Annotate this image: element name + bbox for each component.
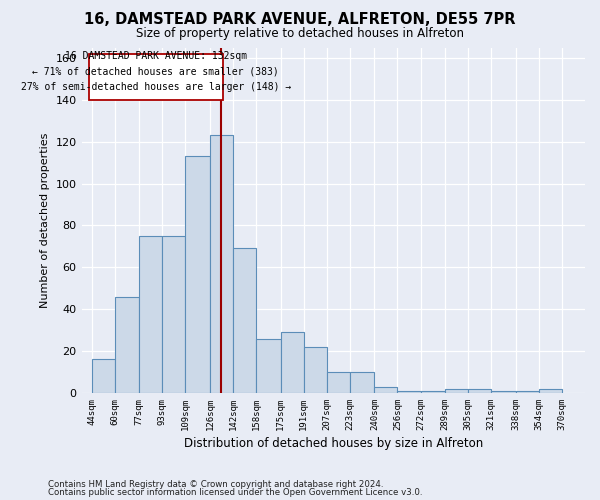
Text: ← 71% of detached houses are smaller (383): ← 71% of detached houses are smaller (38… bbox=[32, 67, 279, 77]
Y-axis label: Number of detached properties: Number of detached properties bbox=[40, 132, 50, 308]
Bar bbox=[92, 360, 115, 393]
X-axis label: Distribution of detached houses by size in Alfreton: Distribution of detached houses by size … bbox=[184, 437, 483, 450]
Bar bbox=[304, 347, 327, 393]
Text: 16 DAMSTEAD PARK AVENUE: 132sqm: 16 DAMSTEAD PARK AVENUE: 132sqm bbox=[65, 52, 247, 62]
Bar bbox=[491, 391, 516, 393]
Bar bbox=[139, 236, 162, 393]
Bar bbox=[281, 332, 304, 393]
Bar bbox=[256, 338, 281, 393]
FancyBboxPatch shape bbox=[89, 54, 223, 100]
Text: Size of property relative to detached houses in Alfreton: Size of property relative to detached ho… bbox=[136, 28, 464, 40]
Bar bbox=[539, 389, 562, 393]
Bar bbox=[185, 156, 210, 393]
Text: Contains public sector information licensed under the Open Government Licence v3: Contains public sector information licen… bbox=[48, 488, 422, 497]
Bar bbox=[350, 372, 374, 393]
Bar bbox=[421, 391, 445, 393]
Bar bbox=[210, 136, 233, 393]
Text: 27% of semi-detached houses are larger (148) →: 27% of semi-detached houses are larger (… bbox=[20, 82, 291, 92]
Bar bbox=[468, 389, 491, 393]
Bar bbox=[327, 372, 350, 393]
Bar bbox=[233, 248, 256, 393]
Bar bbox=[162, 236, 185, 393]
Bar bbox=[115, 296, 139, 393]
Bar bbox=[397, 391, 421, 393]
Text: 16, DAMSTEAD PARK AVENUE, ALFRETON, DE55 7PR: 16, DAMSTEAD PARK AVENUE, ALFRETON, DE55… bbox=[84, 12, 516, 28]
Bar bbox=[516, 391, 539, 393]
Bar bbox=[445, 389, 468, 393]
Text: Contains HM Land Registry data © Crown copyright and database right 2024.: Contains HM Land Registry data © Crown c… bbox=[48, 480, 383, 489]
Bar bbox=[374, 386, 397, 393]
